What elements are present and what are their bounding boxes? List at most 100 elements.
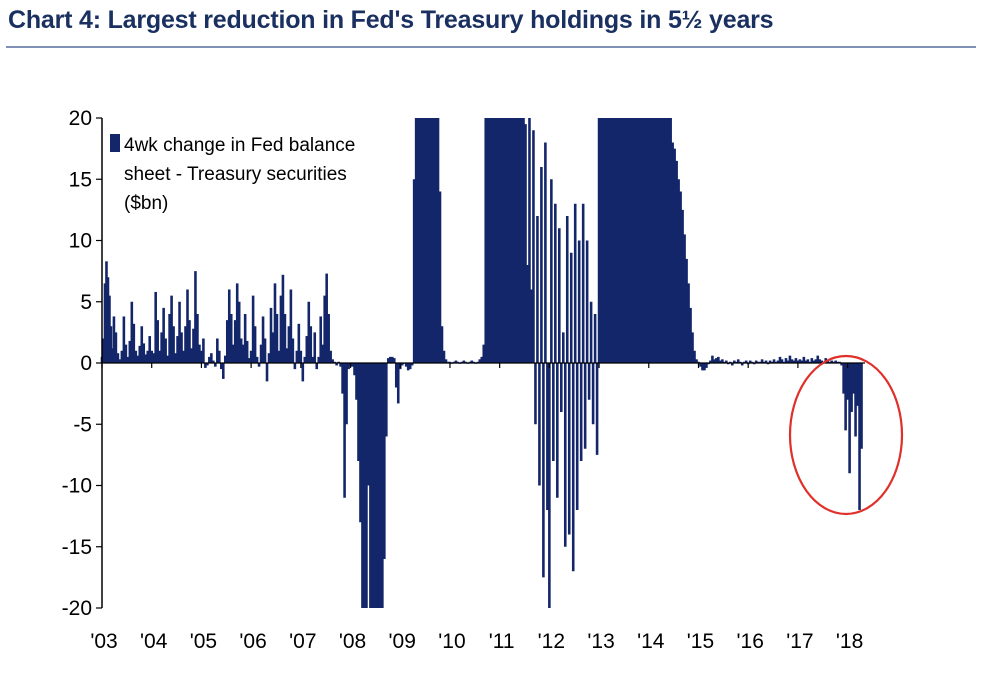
bar xyxy=(695,359,698,363)
bar xyxy=(184,326,187,363)
bar xyxy=(758,361,762,363)
bar xyxy=(732,360,736,363)
bar xyxy=(713,359,716,363)
bar xyxy=(438,191,442,363)
bar xyxy=(730,363,734,366)
bar xyxy=(820,360,824,363)
bar xyxy=(160,332,163,364)
bar xyxy=(577,240,581,363)
x-tick-label: '15 xyxy=(687,630,714,653)
bar xyxy=(502,118,505,363)
bar xyxy=(538,363,541,486)
legend-label-line-1: 4wk change in Fed balance xyxy=(124,135,355,156)
bar xyxy=(237,301,241,363)
bar xyxy=(138,345,142,363)
bar xyxy=(633,118,637,363)
bar xyxy=(361,363,364,608)
bar xyxy=(740,363,744,366)
bar xyxy=(225,320,229,364)
bar xyxy=(480,356,484,364)
bar xyxy=(168,314,171,363)
bar xyxy=(647,118,651,363)
bar xyxy=(293,363,297,370)
bar xyxy=(856,363,859,406)
y-tick-label: -10 xyxy=(62,475,92,498)
bar xyxy=(235,283,239,364)
bar xyxy=(112,316,116,363)
bar xyxy=(414,118,418,363)
bar xyxy=(271,332,275,364)
bar xyxy=(528,118,531,363)
bar xyxy=(444,359,448,363)
bar xyxy=(792,360,796,363)
bar xyxy=(641,118,645,363)
bar xyxy=(639,118,643,363)
bar xyxy=(303,356,307,364)
bar xyxy=(385,363,388,437)
bar xyxy=(321,344,324,364)
bar xyxy=(679,191,682,363)
bar xyxy=(744,360,748,363)
y-tick-label: 0 xyxy=(80,352,92,375)
bar xyxy=(249,350,253,363)
bar xyxy=(852,363,855,394)
bar xyxy=(103,283,107,364)
bar xyxy=(802,356,806,364)
bar xyxy=(124,344,128,364)
bar xyxy=(202,338,205,363)
bar xyxy=(396,363,400,404)
bar xyxy=(613,118,617,363)
bar xyxy=(836,361,839,363)
bar xyxy=(367,363,370,486)
x-tick-label: '05 xyxy=(190,630,217,653)
bar xyxy=(506,118,509,363)
bar xyxy=(834,360,837,363)
axes xyxy=(96,117,865,609)
bar xyxy=(357,363,360,461)
y-tick-label: 10 xyxy=(69,230,92,253)
bar xyxy=(261,316,265,363)
bar xyxy=(142,343,146,363)
bar xyxy=(379,363,382,608)
bar xyxy=(548,363,551,608)
bar xyxy=(858,363,861,510)
bar xyxy=(247,358,251,363)
bar xyxy=(484,118,488,363)
bar xyxy=(699,363,702,367)
bar xyxy=(412,179,416,363)
bar xyxy=(643,118,647,363)
bar xyxy=(371,363,374,608)
bar xyxy=(454,360,458,363)
bar xyxy=(597,118,601,363)
bar xyxy=(323,295,326,364)
bar xyxy=(343,363,346,498)
bar xyxy=(571,363,575,572)
y-tick-label: 20 xyxy=(69,107,92,130)
y-tick-label: -20 xyxy=(62,597,92,620)
bar xyxy=(166,355,169,363)
bar xyxy=(106,277,110,363)
bar xyxy=(301,363,305,382)
bar xyxy=(432,118,436,363)
bar xyxy=(786,360,790,363)
bar xyxy=(418,118,422,363)
bar xyxy=(812,360,816,363)
bar xyxy=(400,363,404,366)
bar xyxy=(140,326,144,363)
bar xyxy=(355,363,358,400)
bar xyxy=(363,363,366,608)
bar xyxy=(404,363,408,367)
bar xyxy=(275,314,279,363)
bar xyxy=(736,359,740,363)
bar xyxy=(711,355,714,363)
bar xyxy=(176,336,179,363)
bar xyxy=(540,167,543,363)
bar xyxy=(814,359,818,363)
bar xyxy=(685,258,688,364)
bar xyxy=(667,118,670,363)
bar xyxy=(752,363,756,365)
bar xyxy=(233,320,237,364)
bar xyxy=(768,360,772,363)
x-tick-label: '18 xyxy=(836,630,863,653)
bar xyxy=(257,363,261,367)
